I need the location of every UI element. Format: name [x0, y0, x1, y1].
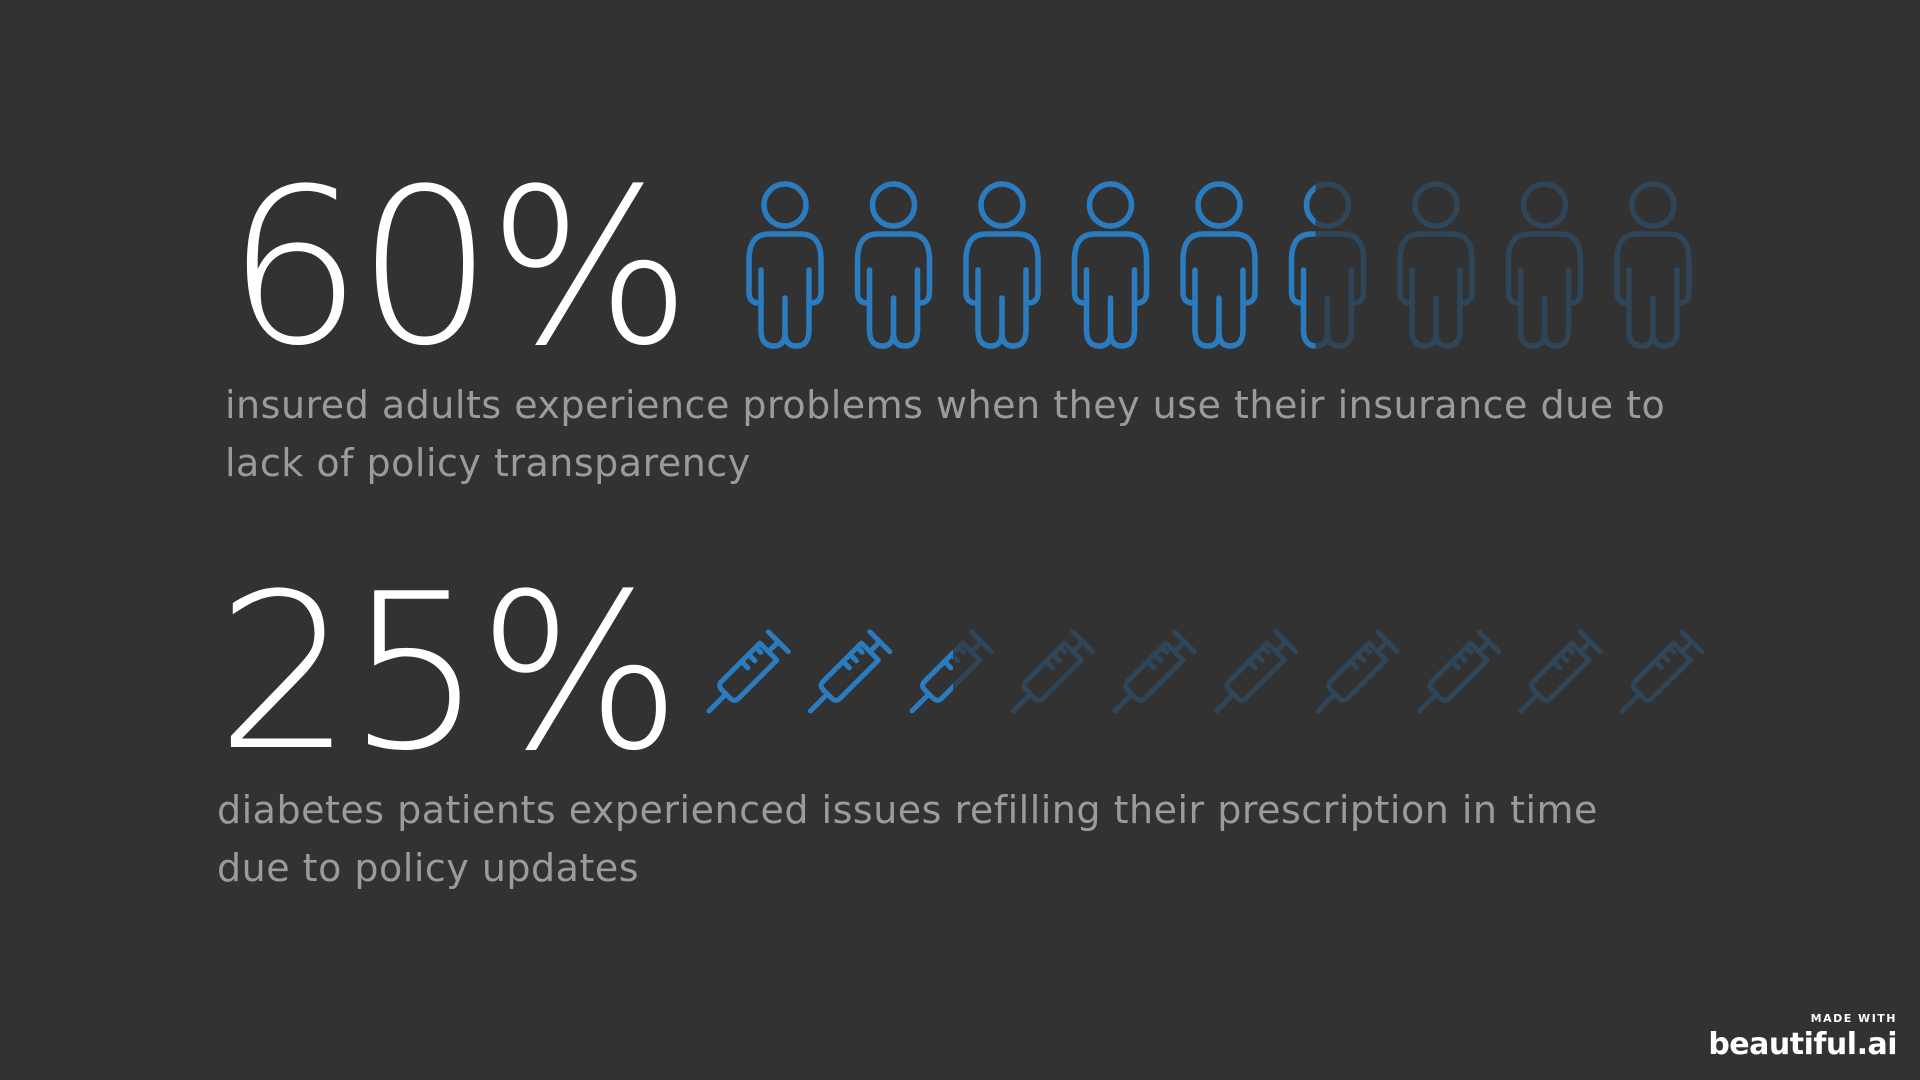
person-icon	[1180, 181, 1258, 349]
stat-value: 25%	[216, 547, 682, 798]
syringe-icon	[1518, 629, 1603, 714]
syringe-icon	[1619, 629, 1705, 714]
syringe-icon	[1416, 629, 1502, 714]
person-icon	[963, 181, 1041, 349]
person-icon	[1505, 181, 1584, 349]
syringe-icon	[807, 629, 893, 714]
person-icon	[854, 181, 933, 349]
syringe-icon	[1315, 629, 1400, 714]
person-icon	[1071, 181, 1150, 349]
stat-description: diabetes patients experienced issues ref…	[217, 788, 1598, 890]
stat-description: insured adults experience problems when …	[225, 383, 1666, 485]
brand-badge: MADE WITH beautiful.ai	[1708, 1012, 1897, 1062]
person-icon	[1614, 181, 1692, 349]
syringe-icon-row	[706, 629, 1705, 714]
person-icon	[746, 181, 824, 349]
person-icon	[1397, 181, 1475, 349]
person-icon-row	[746, 181, 1692, 349]
syringe-icon	[706, 629, 791, 714]
person-icon	[1288, 181, 1367, 349]
stat-block-insured-adults: 60% insured adults experience problems w…	[225, 142, 1692, 485]
syringe-icon	[1112, 629, 1197, 714]
syringe-icon	[909, 629, 994, 714]
brand-made-with: MADE WITH	[1810, 1012, 1897, 1025]
syringe-icon	[1213, 629, 1299, 714]
stat-value: 60%	[226, 142, 692, 393]
brand-logo: beautiful.ai	[1708, 1027, 1897, 1062]
syringe-icon	[1010, 629, 1096, 714]
